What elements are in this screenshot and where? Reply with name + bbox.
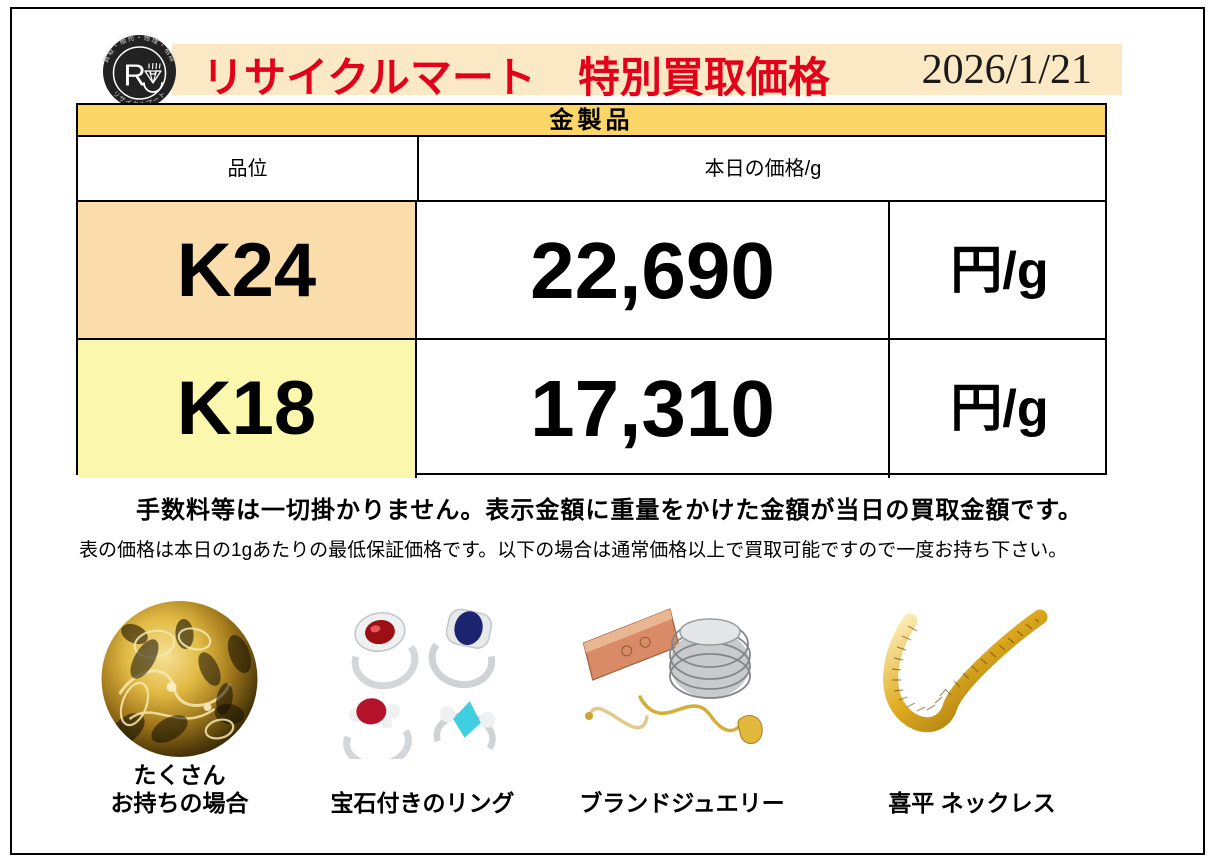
svg-text:R: R	[124, 58, 146, 93]
